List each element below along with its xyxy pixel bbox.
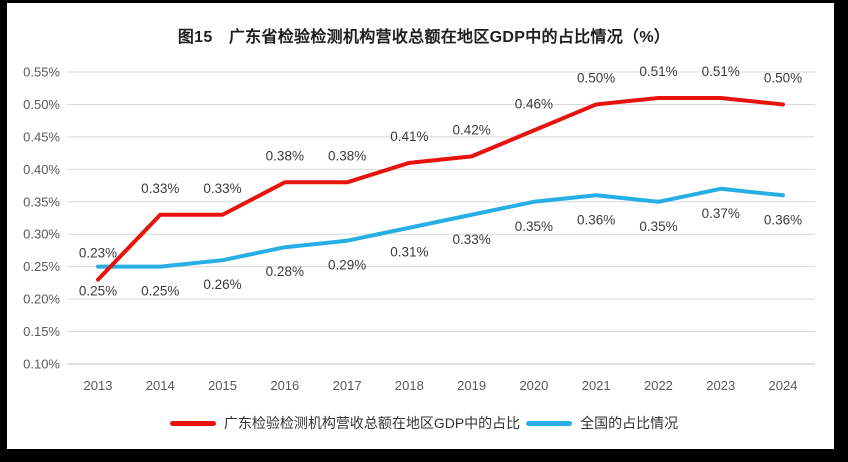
svg-text:2022: 2022 — [644, 378, 673, 393]
svg-text:0.33%: 0.33% — [452, 232, 490, 247]
svg-text:0.45%: 0.45% — [23, 129, 60, 144]
svg-text:0.35%: 0.35% — [639, 219, 677, 234]
svg-text:0.29%: 0.29% — [328, 258, 366, 273]
chart-title: 图15 广东省检验检测机构营收总额在地区GDP中的占比情况（%） — [177, 29, 671, 46]
svg-text:2015: 2015 — [208, 378, 237, 393]
svg-text:0.26%: 0.26% — [203, 277, 241, 292]
svg-text:0.25%: 0.25% — [23, 259, 60, 274]
legend-label-national: 全国的占比情况 — [580, 415, 679, 431]
svg-text:0.37%: 0.37% — [702, 206, 740, 221]
svg-text:0.51%: 0.51% — [702, 64, 740, 79]
svg-text:0.30%: 0.30% — [23, 227, 60, 242]
legend-line-swatch-blue-icon — [526, 420, 573, 426]
svg-text:2020: 2020 — [519, 378, 548, 393]
svg-text:0.15%: 0.15% — [23, 324, 60, 339]
svg-text:0.35%: 0.35% — [515, 219, 553, 234]
svg-text:2023: 2023 — [706, 378, 735, 393]
svg-text:0.50%: 0.50% — [764, 70, 802, 85]
svg-text:0.28%: 0.28% — [266, 264, 304, 279]
svg-text:0.38%: 0.38% — [328, 148, 366, 163]
svg-text:0.35%: 0.35% — [23, 194, 60, 209]
svg-text:2017: 2017 — [333, 378, 362, 393]
svg-text:0.25%: 0.25% — [79, 284, 117, 299]
svg-text:2021: 2021 — [582, 378, 611, 393]
svg-text:0.23%: 0.23% — [79, 246, 117, 261]
legend-label-guangdong: 广东检验检测机构营收总额在地区GDP中的占比 — [223, 415, 521, 431]
svg-text:0.42%: 0.42% — [452, 122, 490, 137]
svg-text:0.51%: 0.51% — [639, 64, 677, 79]
svg-text:0.36%: 0.36% — [764, 212, 802, 227]
svg-text:0.10%: 0.10% — [23, 357, 60, 372]
svg-text:0.38%: 0.38% — [266, 148, 304, 163]
svg-text:0.41%: 0.41% — [390, 129, 428, 144]
svg-text:2016: 2016 — [270, 378, 299, 393]
svg-text:0.25%: 0.25% — [141, 284, 179, 299]
svg-text:0.55%: 0.55% — [23, 65, 60, 80]
svg-text:0.50%: 0.50% — [577, 70, 615, 85]
chart-legend: 广东检验检测机构营收总额在地区GDP中的占比 全国的占比情况 — [0, 409, 848, 437]
svg-text:2024: 2024 — [769, 378, 798, 393]
legend-item-national: 全国的占比情况 — [526, 413, 678, 433]
svg-text:0.33%: 0.33% — [141, 181, 179, 196]
svg-text:0.31%: 0.31% — [390, 245, 428, 260]
legend-line-swatch-red-icon — [169, 420, 216, 426]
svg-text:2018: 2018 — [395, 378, 424, 393]
svg-text:0.40%: 0.40% — [23, 162, 60, 177]
svg-text:2019: 2019 — [457, 378, 486, 393]
svg-text:0.50%: 0.50% — [23, 97, 60, 112]
svg-text:0.36%: 0.36% — [577, 212, 615, 227]
svg-text:2013: 2013 — [84, 378, 113, 393]
svg-text:0.46%: 0.46% — [515, 96, 553, 111]
svg-text:0.20%: 0.20% — [23, 292, 60, 307]
svg-text:2014: 2014 — [146, 378, 175, 393]
svg-text:0.33%: 0.33% — [203, 181, 241, 196]
legend-item-guangdong: 广东检验检测机构营收总额在地区GDP中的占比 — [169, 413, 521, 433]
